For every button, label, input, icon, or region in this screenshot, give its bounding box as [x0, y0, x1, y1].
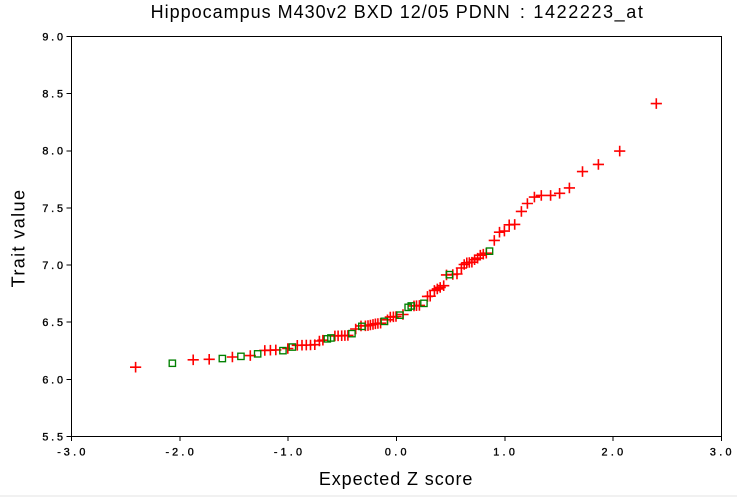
svg-text:.: . — [51, 431, 54, 443]
svg-text:0: 0 — [296, 446, 302, 458]
svg-text:5: 5 — [57, 431, 63, 443]
svg-text:0: 0 — [57, 146, 63, 158]
svg-text:.: . — [719, 446, 722, 458]
svg-text:.: . — [394, 446, 397, 458]
svg-text:7: 7 — [42, 260, 48, 272]
svg-text:5: 5 — [57, 89, 63, 101]
svg-text:.: . — [181, 446, 184, 458]
svg-text:.: . — [503, 446, 506, 458]
svg-text:.: . — [51, 203, 54, 215]
svg-text:0: 0 — [57, 260, 63, 272]
svg-text:0: 0 — [725, 446, 731, 458]
svg-text:2: 2 — [172, 446, 178, 458]
svg-text:1: 1 — [493, 446, 499, 458]
svg-text:3: 3 — [64, 446, 70, 458]
svg-text:0: 0 — [57, 374, 63, 386]
svg-text:0: 0 — [400, 446, 406, 458]
svg-text:1: 1 — [280, 446, 286, 458]
svg-text:7: 7 — [42, 203, 48, 215]
svg-text:-: - — [57, 446, 61, 458]
svg-text:6: 6 — [42, 317, 48, 329]
svg-text:0: 0 — [617, 446, 623, 458]
svg-text:0: 0 — [385, 446, 391, 458]
svg-text:0: 0 — [509, 446, 515, 458]
svg-text:Expected Z score: Expected Z score — [319, 469, 473, 489]
svg-text:0: 0 — [57, 31, 63, 43]
svg-text:5: 5 — [57, 203, 63, 215]
svg-text:2: 2 — [602, 446, 608, 458]
svg-text:5: 5 — [57, 317, 63, 329]
svg-text:.: . — [290, 446, 293, 458]
svg-text:.: . — [51, 374, 54, 386]
svg-text:.: . — [611, 446, 614, 458]
svg-text:5: 5 — [42, 431, 48, 443]
svg-text:.: . — [51, 31, 54, 43]
svg-text:.: . — [51, 260, 54, 272]
svg-text:8: 8 — [42, 146, 48, 158]
svg-text:0: 0 — [188, 446, 194, 458]
svg-text:3: 3 — [710, 446, 716, 458]
svg-text:.: . — [51, 89, 54, 101]
svg-text:Hippocampus M430v2 BXD 12/05 P: Hippocampus M430v2 BXD 12/05 PDNN — [151, 2, 511, 22]
svg-text:0: 0 — [79, 446, 85, 458]
svg-text:Trait value: Trait value — [9, 189, 29, 288]
svg-text:.: . — [73, 446, 76, 458]
svg-text:8: 8 — [42, 89, 48, 101]
svg-text:1422223_at: 1422223_at — [533, 2, 644, 23]
svg-text:6: 6 — [42, 374, 48, 386]
svg-text:9: 9 — [42, 31, 48, 43]
svg-text:.: . — [51, 146, 54, 158]
svg-text::: : — [520, 2, 525, 22]
svg-text:-: - — [274, 446, 278, 458]
svg-text:-: - — [166, 446, 170, 458]
svg-text:.: . — [51, 317, 54, 329]
